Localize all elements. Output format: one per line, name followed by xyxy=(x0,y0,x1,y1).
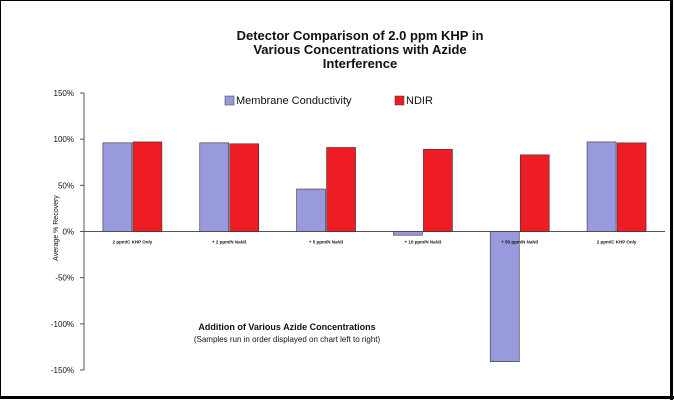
bar-membrane-conductivity xyxy=(586,141,617,232)
chart-title-line: Detector Comparison of 2.0 ppm KHP in xyxy=(237,28,484,43)
legend-swatch-ndir xyxy=(394,95,405,106)
bar-membrane-conductivity xyxy=(102,142,133,232)
frame-edge-right xyxy=(670,0,673,400)
bar-membrane-conductivity xyxy=(296,188,326,232)
bar-ndir xyxy=(423,149,453,232)
axes: 150% 100% 50% 0% -50% -100% -150% xyxy=(51,89,665,375)
bar-ndir xyxy=(519,154,550,232)
bar-membrane-conductivity xyxy=(393,231,423,236)
legend-label-membrane-conductivity: Membrane Conductivity xyxy=(236,95,352,107)
bar-ndir xyxy=(616,142,647,232)
y-tick-label: -100% xyxy=(51,320,74,329)
bar-membrane-conductivity xyxy=(489,231,520,362)
frame-edge-bottom xyxy=(0,396,674,399)
x-axis-label: Addition of Various Azide Concentrations xyxy=(198,322,375,332)
x-tick-label: + 10 ppm/N NaN3 xyxy=(404,240,441,245)
x-tick-label: 2 ppm/C KHP Only xyxy=(113,240,153,245)
y-axis-label: Average % Recovery xyxy=(53,195,60,261)
bar-ndir xyxy=(229,143,260,232)
chart-title-line: Various Concentrations with Azide xyxy=(253,42,466,57)
y-tick-label: 100% xyxy=(54,135,74,144)
legend-label-ndir: NDIR xyxy=(406,95,433,107)
bar-membrane-conductivity xyxy=(199,142,230,232)
legend-swatch-membrane-conductivity xyxy=(224,95,235,106)
y-tick-label: 150% xyxy=(54,89,74,98)
y-tick-label: -50% xyxy=(55,274,74,283)
chart-title: Detector Comparison of 2.0 ppm KHP inVar… xyxy=(237,28,484,71)
bar-ndir xyxy=(132,141,163,232)
bar-ndir xyxy=(326,147,356,232)
y-tick-label: 0% xyxy=(62,228,74,237)
chart-title-line: Interference xyxy=(323,56,397,71)
bars xyxy=(102,141,647,362)
x-tick-labels: 2 ppm/C KHP Only + 2 ppm/N NaN3 + 5 ppm/N … xyxy=(113,240,637,245)
x-tick-label: 2 ppm/C KHP Only xyxy=(597,240,637,245)
x-axis-sublabel: (Samples run in order displayed on chart… xyxy=(194,335,381,344)
x-tick-label: + 50 ppm/N NaN3 xyxy=(501,240,538,245)
x-tick-label: + 5 ppm/N NaN3 xyxy=(309,240,344,245)
legend: Membrane Conductivity NDIR xyxy=(224,95,433,107)
y-tick-label: 50% xyxy=(58,181,74,190)
y-tick-label: -150% xyxy=(51,366,74,375)
x-tick-label: + 2 ppm/N NaN3 xyxy=(212,240,247,245)
